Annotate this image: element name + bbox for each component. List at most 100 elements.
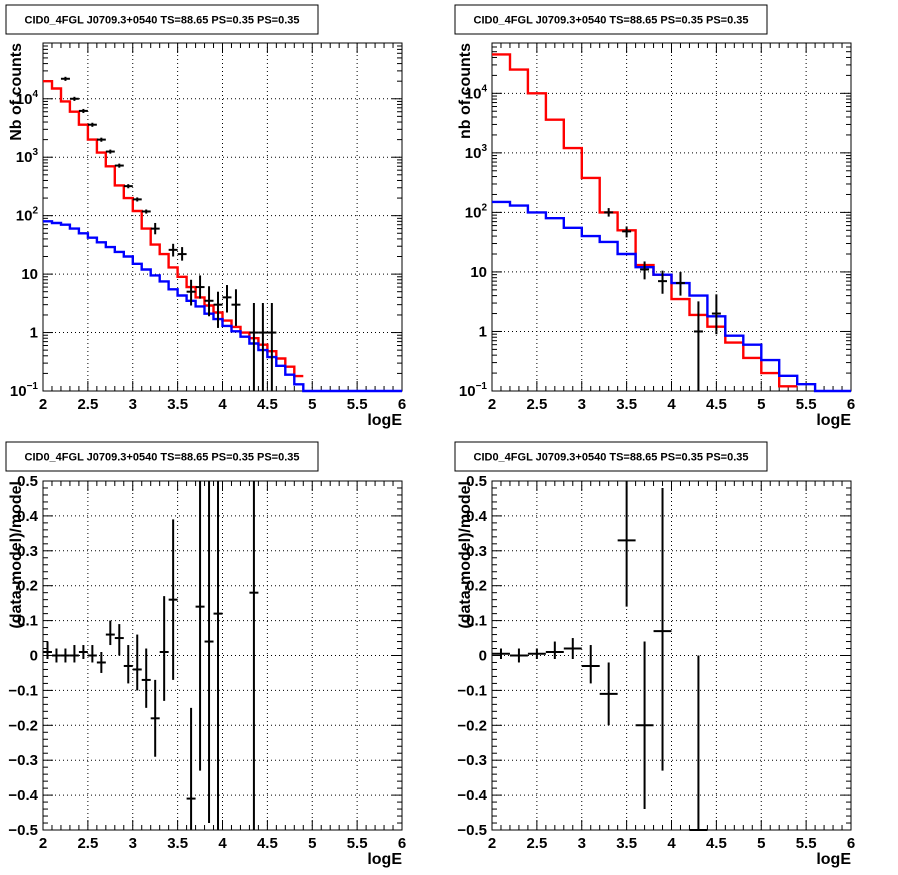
data-point	[249, 481, 259, 830]
x-tick-label: 2	[39, 835, 47, 852]
data-point	[60, 76, 70, 81]
y-tick-label: 103	[16, 147, 39, 166]
data-point	[675, 271, 685, 296]
y-axis-title: (data-model)/model	[8, 481, 25, 629]
y-tick-label-base: 10	[16, 208, 33, 225]
data-point	[711, 294, 721, 335]
title-box	[454, 4, 768, 35]
x-tick-label: 3.5	[616, 835, 637, 852]
chart-title: CID0_4FGL J0709.3+0540 TS=88.65 PS=0.35 …	[25, 452, 300, 464]
data-point	[213, 481, 223, 830]
x-tick-label: 4	[218, 835, 227, 852]
y-tick-label-base: 10	[16, 149, 33, 166]
x-tick-label: 3	[129, 396, 137, 413]
data-point	[87, 122, 97, 127]
grid-lines	[492, 481, 851, 830]
data-point	[150, 222, 160, 235]
y-tick-label: 104	[465, 83, 488, 102]
x-tick-label: 4	[667, 396, 676, 413]
y-axis-title: Nb of counts	[8, 43, 25, 141]
data-point	[96, 652, 106, 673]
x-tick-label: 2	[39, 396, 47, 413]
y-tick-label: −0.5	[8, 822, 38, 839]
data-point	[267, 303, 277, 391]
chart-panel-2: 2 2.5 3 3.5 4 4.5 5 5.5 610−1110102103104logEnb …	[454, 4, 855, 429]
chart-title: CID0_4FGL J0709.3+0540 TS=88.65 PS=0.35 …	[25, 15, 300, 27]
y-tick-label: −0.1	[457, 682, 487, 699]
x-tick-label: 4.5	[706, 835, 727, 852]
x-tick-label: 6	[398, 835, 406, 852]
y-tick-label-exponent: 4	[32, 89, 38, 100]
data-point	[563, 638, 582, 659]
y-tick-label-exponent: 3	[481, 143, 487, 154]
y-tick-label: 0.5	[17, 473, 38, 490]
data-point	[693, 301, 703, 391]
title-box	[5, 441, 319, 472]
data-point	[186, 707, 196, 830]
y-tick-label: 1	[30, 325, 38, 342]
data-point	[635, 641, 654, 810]
data-point	[640, 261, 650, 280]
x-tick-label: 3.5	[616, 396, 637, 413]
x-tick-label: 4	[667, 835, 676, 852]
model-total-histogram	[43, 80, 304, 378]
y-tick-label: 0	[479, 648, 487, 665]
model-source-histogram	[492, 200, 851, 393]
x-axis-title: logE	[816, 851, 851, 868]
y-tick-label: −0.4	[457, 787, 487, 804]
x-axis-title: logE	[367, 412, 402, 429]
data-point	[43, 641, 52, 659]
y-tick-label-exponent: 2	[32, 206, 38, 217]
data-point	[51, 648, 61, 663]
y-tick-label-base: 10	[465, 204, 482, 221]
x-tick-label: 2.5	[526, 835, 547, 852]
x-tick-label: 4.5	[257, 835, 278, 852]
y-axis-ticks	[492, 42, 851, 392]
data-point	[581, 645, 600, 684]
data-point	[159, 596, 169, 701]
chart-title: CID0_4FGL J0709.3+0540 TS=88.65 PS=0.35 …	[474, 15, 749, 27]
x-tick-label: 3	[129, 835, 137, 852]
data-point	[204, 481, 214, 824]
y-axis-ticks	[492, 480, 851, 831]
data-point	[78, 108, 88, 114]
x-tick-label: 4	[218, 396, 227, 413]
chart-panel-3: 2 2.5 3 3.5 4 4.5 5 5.5 6 −0.5 −0.4 −0.3 −0.2 −0.1 0 0.…	[5, 441, 406, 868]
data-point	[105, 620, 115, 646]
x-tick-label: 3.5	[167, 396, 188, 413]
x-tick-label: 5.5	[347, 835, 368, 852]
chart-panel-4: 2 2.5 3 3.5 4 4.5 5 5.5 6 −0.5 −0.4 −0.3 −0.2 −0.1 0 0.…	[454, 441, 855, 868]
data-point	[105, 149, 115, 154]
y-tick-label-exponent: 4	[481, 83, 487, 94]
x-tick-label: 2	[488, 396, 496, 413]
data-point	[195, 481, 205, 771]
data-point	[96, 137, 106, 142]
data-point	[258, 303, 268, 391]
data-point	[527, 648, 546, 659]
data-point	[114, 624, 124, 656]
data-point	[509, 648, 528, 663]
y-tick-label: −0.3	[457, 752, 487, 769]
data-point	[123, 645, 133, 684]
data-point	[177, 247, 187, 261]
x-axis-ticks	[491, 481, 852, 830]
data-point	[658, 270, 668, 294]
x-tick-label: 2.5	[77, 835, 98, 852]
y-axis-ticks	[43, 42, 402, 392]
x-tick-label: 6	[847, 396, 855, 413]
x-tick-label: 5	[757, 835, 765, 852]
y-tick-label: 0.4	[466, 508, 488, 525]
grid-lines	[43, 43, 402, 391]
x-tick-label: 5.5	[796, 396, 817, 413]
y-tick-label: −0.5	[457, 822, 487, 839]
x-tick-label: 6	[398, 396, 406, 413]
x-tick-label: 3.5	[167, 835, 188, 852]
data-point	[69, 645, 79, 663]
y-tick-label-exponent: −1	[27, 381, 39, 392]
y-axis-title: (data-model)/model	[457, 481, 474, 629]
x-tick-label: 2.5	[77, 396, 98, 413]
x-tick-label: 4.5	[257, 396, 278, 413]
y-tick-label-base: 10	[16, 91, 33, 108]
y-tick-label: 0.5	[466, 473, 487, 490]
x-axis-ticks	[42, 481, 403, 830]
